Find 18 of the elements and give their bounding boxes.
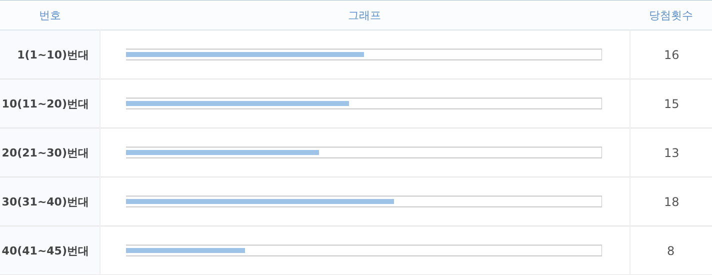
y-tick-label: 20(21~30)번대 (2, 146, 89, 160)
bar (126, 52, 364, 57)
data-label: 16 (664, 48, 680, 62)
text: 당첨횟수 (649, 9, 693, 22)
bar (126, 199, 394, 204)
y-tick-label: 1(1~10)번대 (17, 48, 89, 62)
bar (126, 101, 349, 106)
bar (126, 150, 319, 155)
y-tick-label: 40(41~45)번대 (2, 244, 89, 258)
y-tick-label: 30(31~40)번대 (2, 195, 89, 208)
data-label: 15 (664, 97, 680, 111)
bar (126, 248, 245, 253)
y-axis-title: 번호 (39, 9, 61, 22)
y-tick-label: 10(11~20)번대 (2, 97, 89, 110)
data-label: 18 (664, 195, 680, 209)
x-axis-title: 그래프 (348, 9, 381, 22)
data-label: 13 (664, 146, 680, 160)
data-label: 8 (667, 244, 675, 258)
